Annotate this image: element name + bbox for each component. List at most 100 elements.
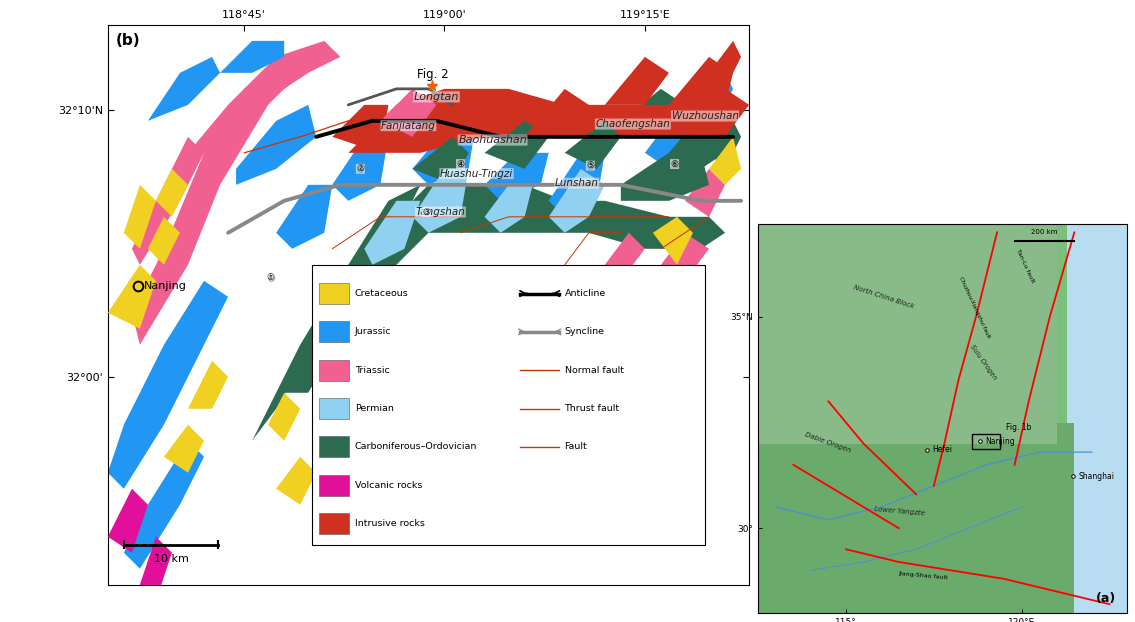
Bar: [972, 434, 1000, 449]
Text: Cretaceous: Cretaceous: [355, 289, 409, 298]
Text: Fig. 1b: Fig. 1b: [1006, 423, 1032, 432]
Text: ①: ①: [267, 273, 275, 282]
Polygon shape: [188, 361, 228, 409]
Text: Shanghai: Shanghai: [1078, 471, 1115, 481]
Bar: [319, 513, 350, 534]
Polygon shape: [485, 153, 548, 201]
Text: Syncline: Syncline: [564, 327, 605, 337]
Polygon shape: [380, 89, 437, 137]
Text: Wuzhoushan: Wuzhoushan: [672, 111, 739, 121]
Polygon shape: [565, 121, 621, 169]
Text: Jiang-Shao fault: Jiang-Shao fault: [899, 570, 949, 580]
Bar: [319, 322, 350, 343]
Polygon shape: [661, 233, 709, 281]
Polygon shape: [412, 169, 469, 233]
Bar: [319, 437, 350, 457]
Bar: [319, 360, 350, 381]
Polygon shape: [548, 169, 605, 233]
Polygon shape: [124, 441, 204, 569]
Polygon shape: [148, 217, 180, 265]
Text: Longtan: Longtan: [414, 92, 460, 102]
Polygon shape: [108, 265, 155, 329]
Polygon shape: [605, 57, 669, 105]
Text: ⑤: ⑤: [587, 161, 595, 170]
Polygon shape: [485, 121, 548, 169]
Polygon shape: [605, 233, 645, 281]
Polygon shape: [701, 73, 733, 137]
Text: Dabie Orogen: Dabie Orogen: [804, 431, 851, 453]
Polygon shape: [132, 137, 204, 265]
Polygon shape: [412, 137, 469, 185]
Polygon shape: [364, 201, 420, 265]
Polygon shape: [155, 169, 188, 217]
Polygon shape: [653, 217, 693, 265]
Polygon shape: [709, 137, 741, 185]
Text: Fanjiatang: Fanjiatang: [381, 121, 436, 131]
Polygon shape: [412, 121, 477, 185]
Text: Volcanic rocks: Volcanic rocks: [355, 481, 422, 490]
Polygon shape: [548, 153, 605, 217]
Text: Lunshan: Lunshan: [555, 179, 599, 188]
Text: Jurassic: Jurassic: [355, 327, 392, 337]
Text: (a): (a): [1095, 592, 1116, 605]
Bar: [319, 398, 350, 419]
Text: Tan-Lu fault: Tan-Lu fault: [1015, 249, 1035, 284]
Text: Chuzhou-Xiangshui fault: Chuzhou-Xiangshui fault: [958, 276, 991, 339]
Bar: [758, 211, 1057, 443]
Text: Qinglongshan: Qinglongshan: [338, 272, 410, 282]
Text: Sulu Orogen: Sulu Orogen: [969, 344, 998, 381]
Text: North China Block: North China Block: [854, 284, 915, 309]
Polygon shape: [276, 185, 333, 249]
Polygon shape: [220, 41, 284, 73]
Text: Anticline: Anticline: [564, 289, 606, 298]
Polygon shape: [621, 153, 709, 201]
Polygon shape: [686, 169, 725, 217]
Polygon shape: [108, 281, 228, 489]
Bar: [319, 283, 350, 304]
Polygon shape: [132, 57, 300, 345]
Text: Fault: Fault: [564, 442, 587, 452]
Polygon shape: [140, 537, 171, 601]
Polygon shape: [268, 392, 300, 441]
Text: 10 km: 10 km: [153, 554, 188, 564]
Text: Normal fault: Normal fault: [564, 366, 623, 374]
Polygon shape: [621, 89, 686, 137]
Text: (b): (b): [116, 33, 141, 48]
Polygon shape: [485, 185, 532, 233]
Text: ④: ④: [456, 159, 464, 169]
Polygon shape: [669, 57, 733, 121]
Polygon shape: [333, 137, 388, 201]
Text: Thrust fault: Thrust fault: [564, 404, 620, 413]
Polygon shape: [252, 185, 420, 441]
Bar: [319, 475, 350, 496]
Bar: [1067, 211, 1135, 613]
Text: Hefei: Hefei: [932, 445, 952, 455]
Polygon shape: [524, 89, 589, 137]
Text: Fig. 2: Fig. 2: [417, 68, 448, 81]
Polygon shape: [124, 185, 155, 249]
Text: Nanjing: Nanjing: [144, 281, 187, 290]
Text: Triassic: Triassic: [355, 366, 389, 374]
Text: ②: ②: [356, 164, 364, 174]
Polygon shape: [236, 105, 317, 185]
Text: ③: ③: [422, 208, 430, 216]
Bar: [1022, 507, 1092, 613]
Text: Carboniferous–Ordovician: Carboniferous–Ordovician: [355, 442, 477, 452]
Text: Baohuashan: Baohuashan: [459, 135, 527, 145]
Text: Nanjing: Nanjing: [985, 437, 1015, 445]
Text: ⑥: ⑥: [671, 159, 679, 169]
Polygon shape: [709, 121, 741, 169]
Polygon shape: [348, 89, 749, 153]
Polygon shape: [645, 121, 686, 169]
Polygon shape: [333, 105, 388, 153]
Polygon shape: [148, 57, 220, 121]
Text: Permian: Permian: [355, 404, 394, 413]
Bar: [758, 422, 1075, 613]
Polygon shape: [669, 105, 733, 169]
Text: Tangshan: Tangshan: [415, 207, 465, 217]
Text: Chaofengshan: Chaofengshan: [596, 119, 671, 129]
Polygon shape: [284, 185, 725, 392]
Text: Huashu-Tingzi: Huashu-Tingzi: [440, 169, 513, 179]
Text: Intrusive rocks: Intrusive rocks: [355, 519, 424, 528]
FancyBboxPatch shape: [312, 265, 705, 545]
